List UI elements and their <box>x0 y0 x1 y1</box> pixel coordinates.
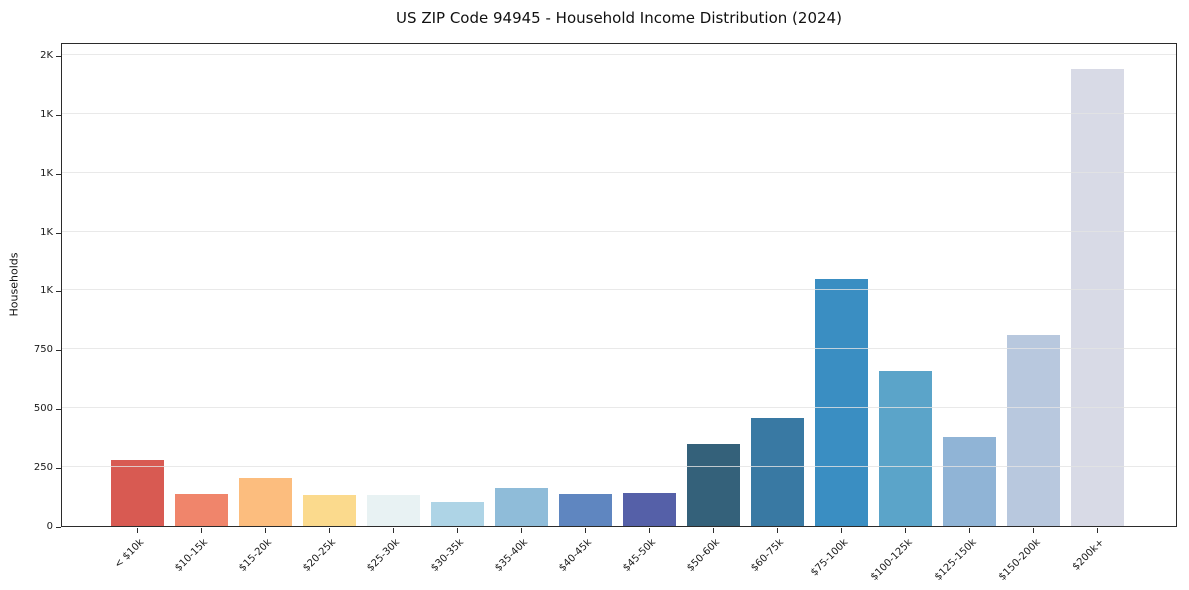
gridline-1250 <box>62 230 1176 232</box>
y-tick-label-500: 500 <box>33 403 53 415</box>
bar-$50-60k <box>687 443 740 526</box>
x-tick-label-$15-20k: $15-20k <box>237 537 275 574</box>
bar-$45-50k <box>623 493 676 526</box>
chart-title: US ZIP Code 94945 - Household Income Dis… <box>396 9 842 27</box>
y-tick-mark <box>56 291 61 293</box>
bar-$150-200k <box>1007 335 1060 526</box>
y-tick-label-1250: 1K <box>40 226 53 238</box>
y-tick-label-1750: 1K <box>40 108 53 120</box>
x-tick-label-$150-200k: $150-200k <box>996 537 1043 583</box>
x-tick-label-$10-15k: $10-15k <box>173 537 211 574</box>
x-tick-mark <box>200 528 202 533</box>
y-tick-mark <box>56 114 61 116</box>
x-tick-label-$200k+: $200k+ <box>1070 537 1107 573</box>
gridline-1000 <box>62 289 1176 291</box>
y-tick-label-1500: 1K <box>40 167 53 179</box>
gridline-250 <box>62 466 1176 468</box>
y-tick-mark <box>56 409 61 411</box>
bar-$25-30k <box>367 495 420 526</box>
gridline-1500 <box>62 171 1176 173</box>
x-tick-mark <box>712 528 714 533</box>
x-tick-label-$45-50k: $45-50k <box>621 537 659 574</box>
bar-$40-45k <box>559 494 612 526</box>
y-tick-mark <box>56 527 61 528</box>
bar-$200k+ <box>1071 69 1124 526</box>
gridline-2000 <box>62 53 1176 55</box>
x-tick-mark <box>904 528 906 533</box>
x-tick-label-$100-125k: $100-125k <box>868 537 915 583</box>
bar-$15-20k <box>239 477 292 526</box>
x-tick-mark <box>456 528 458 533</box>
x-tick-label-$40-45k: $40-45k <box>557 537 595 574</box>
x-tick-mark <box>520 528 522 533</box>
x-tick-label-< $10k: < $10k <box>112 537 147 571</box>
x-tick-mark <box>1032 528 1034 533</box>
bar-$125-150k <box>943 436 996 526</box>
bar-$20-25k <box>303 495 356 526</box>
x-tick-label-$30-35k: $30-35k <box>429 537 467 574</box>
y-tick-mark <box>56 468 61 470</box>
y-tick-mark <box>56 55 61 57</box>
bar-$60-75k <box>751 417 804 526</box>
x-tick-label-$35-40k: $35-40k <box>493 537 531 574</box>
y-tick-label-0: 0 <box>46 521 53 532</box>
y-tick-mark <box>56 173 61 175</box>
gridline-750 <box>62 348 1176 350</box>
bar-$35-40k <box>495 488 548 526</box>
x-tick-mark <box>328 528 330 533</box>
x-tick-mark <box>264 528 266 533</box>
plot-area <box>61 43 1177 527</box>
y-tick-label-250: 250 <box>33 462 53 474</box>
y-tick-mark <box>56 232 61 234</box>
bar-< $10k <box>111 460 164 526</box>
gridline-500 <box>62 407 1176 409</box>
x-tick-mark <box>648 528 650 533</box>
bar-$30-35k <box>431 502 484 526</box>
x-tick-mark <box>584 528 586 533</box>
y-tick-mark <box>56 350 61 352</box>
x-tick-label-$25-30k: $25-30k <box>365 537 403 574</box>
x-tick-mark <box>392 528 394 533</box>
bar-$75-100k <box>815 278 868 526</box>
x-tick-label-$60-75k: $60-75k <box>749 537 787 574</box>
x-tick-label-$75-100k: $75-100k <box>808 537 851 579</box>
x-tick-mark <box>776 528 778 533</box>
x-tick-mark <box>968 528 970 533</box>
x-tick-mark <box>840 528 842 533</box>
y-tick-label-750: 750 <box>33 344 53 356</box>
x-tick-label-$50-60k: $50-60k <box>685 537 723 574</box>
x-tick-mark <box>1096 528 1098 533</box>
y-tick-label-2000: 2K <box>40 49 53 61</box>
y-tick-label-1000: 1K <box>40 285 53 297</box>
gridline-1750 <box>62 112 1176 114</box>
x-tick-mark <box>136 528 138 533</box>
bar-$100-125k <box>879 370 932 526</box>
x-tick-label-$20-25k: $20-25k <box>301 537 339 574</box>
bar-$10-15k <box>175 494 228 526</box>
x-tick-label-$125-150k: $125-150k <box>932 537 979 583</box>
